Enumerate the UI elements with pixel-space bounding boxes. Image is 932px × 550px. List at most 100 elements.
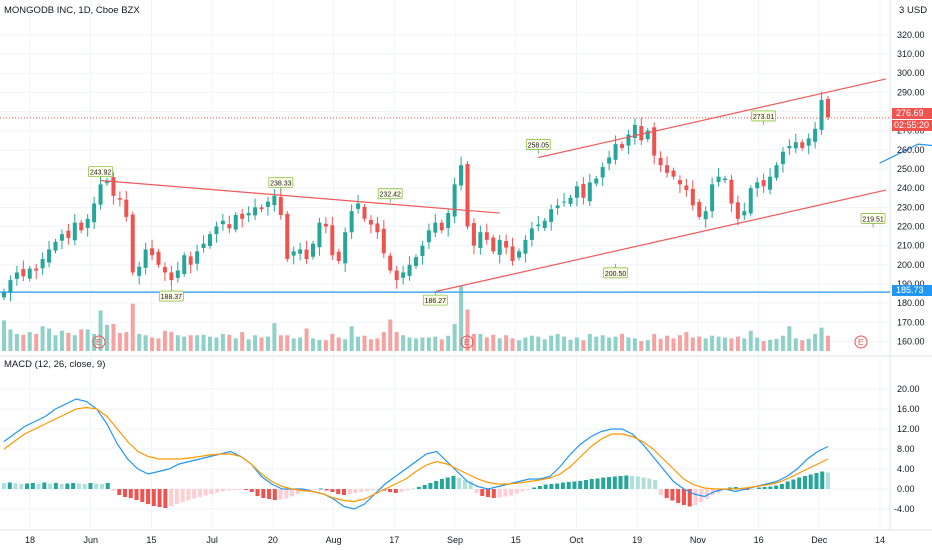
candle[interactable] (459, 165, 464, 186)
candle[interactable] (478, 232, 483, 248)
candle[interactable] (362, 206, 367, 219)
candle[interactable] (14, 272, 19, 279)
price-axis[interactable]: 160.00 170.00 180.00 190.00 200.00 210.00 220.… (894, 30, 925, 514)
candle[interactable] (639, 126, 644, 141)
candle[interactable] (703, 211, 708, 220)
candle[interactable] (523, 239, 528, 254)
candle[interactable] (780, 151, 785, 165)
candle[interactable] (208, 234, 212, 247)
candle[interactable] (394, 270, 399, 281)
candle[interactable] (645, 130, 650, 140)
candle[interactable] (143, 249, 148, 268)
candle[interactable] (555, 205, 560, 209)
candle[interactable] (79, 222, 84, 231)
candle[interactable] (562, 201, 567, 203)
candle[interactable] (137, 266, 142, 276)
candle[interactable] (755, 182, 760, 189)
candle[interactable] (607, 157, 612, 164)
candle[interactable] (259, 207, 264, 210)
candle[interactable] (92, 203, 97, 223)
candle[interactable] (677, 180, 682, 185)
candle[interactable] (806, 138, 811, 146)
candle[interactable] (613, 144, 618, 160)
candle[interactable] (568, 197, 573, 204)
candle[interactable] (542, 220, 547, 229)
candle[interactable] (195, 251, 200, 264)
candle[interactable] (336, 251, 341, 261)
candle[interactable] (330, 225, 335, 256)
candle[interactable] (59, 234, 64, 241)
candle[interactable] (697, 201, 702, 217)
candle[interactable] (66, 230, 71, 238)
candle[interactable] (381, 228, 386, 254)
candle[interactable] (85, 218, 90, 229)
candle[interactable] (484, 232, 489, 240)
candlesticks[interactable] (2, 91, 830, 302)
candle[interactable] (600, 167, 605, 178)
candle[interactable] (175, 270, 180, 278)
candle[interactable] (272, 195, 277, 206)
candle[interactable] (130, 214, 135, 273)
candle[interactable] (169, 272, 174, 281)
candle[interactable] (304, 249, 309, 260)
candle[interactable] (291, 251, 296, 256)
candle[interactable] (439, 222, 444, 231)
candle[interactable] (356, 203, 361, 209)
candle[interactable] (53, 241, 58, 251)
candle[interactable] (2, 291, 6, 298)
candle[interactable] (8, 280, 13, 293)
candle[interactable] (105, 180, 109, 184)
candle[interactable] (265, 201, 270, 207)
candle[interactable] (201, 243, 206, 248)
candle[interactable] (581, 183, 586, 198)
candle[interactable] (388, 255, 393, 271)
candle[interactable] (375, 223, 380, 233)
candle[interactable] (156, 251, 161, 265)
candle[interactable] (594, 178, 599, 184)
candle[interactable] (768, 176, 773, 190)
time-axis[interactable]: 18 Jun 15 Jul 20 Aug 17 Sep 15 Oct 19 Nov 16 Dec 14 (25, 535, 885, 545)
descending-trendline[interactable] (100, 179, 500, 214)
candle[interactable] (349, 211, 354, 233)
candle[interactable] (536, 224, 541, 227)
candle[interactable] (819, 100, 824, 130)
candle[interactable] (220, 220, 225, 225)
earnings-marker[interactable]: E (854, 335, 868, 349)
candle[interactable] (626, 134, 631, 146)
projection-path[interactable] (879, 102, 932, 164)
candle[interactable] (233, 214, 238, 230)
candle[interactable] (323, 223, 328, 227)
candle[interactable] (21, 269, 26, 277)
candle[interactable] (98, 184, 103, 205)
candle[interactable] (285, 213, 290, 260)
candle[interactable] (117, 198, 122, 200)
candle[interactable] (452, 184, 457, 217)
candle[interactable] (150, 248, 155, 256)
candle[interactable] (497, 239, 502, 255)
candle[interactable] (414, 257, 418, 266)
candle[interactable] (27, 268, 32, 279)
candle[interactable] (671, 170, 676, 177)
candle[interactable] (401, 272, 406, 278)
candle[interactable] (742, 211, 747, 216)
macd-line[interactable] (3, 398, 829, 510)
candle[interactable] (317, 222, 322, 248)
earnings-marker[interactable]: E (460, 335, 474, 349)
candle[interactable] (343, 232, 348, 264)
candle[interactable] (684, 185, 689, 191)
candle[interactable] (787, 146, 792, 149)
macd-pane[interactable] (1, 398, 831, 510)
candle[interactable] (793, 142, 798, 149)
candle[interactable] (446, 213, 451, 229)
candle[interactable] (574, 186, 579, 198)
candle[interactable] (227, 224, 232, 229)
candle[interactable] (813, 128, 818, 142)
candle[interactable] (652, 127, 657, 156)
candle[interactable] (188, 256, 193, 265)
candle[interactable] (420, 245, 425, 256)
candle[interactable] (710, 184, 715, 212)
candle[interactable] (311, 243, 315, 257)
candle[interactable] (665, 165, 670, 173)
candle[interactable] (690, 188, 695, 206)
candle[interactable] (471, 223, 476, 246)
